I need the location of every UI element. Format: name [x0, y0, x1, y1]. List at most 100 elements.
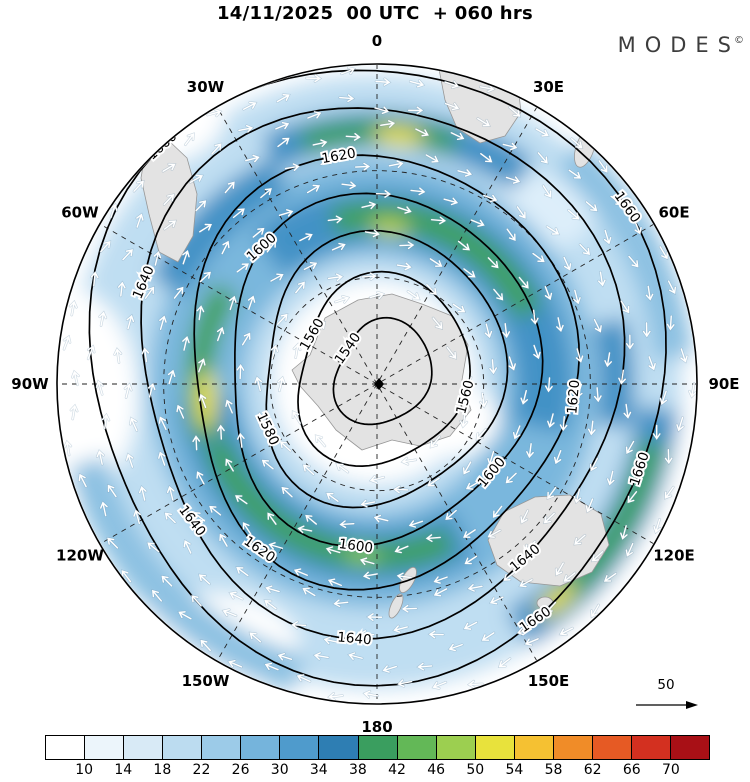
wind-arrow: [622, 403, 632, 420]
wind-arrow: [617, 369, 627, 386]
wind-arrow: [302, 463, 315, 476]
wind-arrow: [157, 450, 167, 467]
wind-arrow: [332, 598, 350, 608]
wind-arrow: [432, 575, 449, 585]
colorbar-tick-labels: 10 14 18 22 26 30 34 38 42 46 50 54 58 62 66 70: [0, 760, 750, 782]
wind-arrow: [416, 662, 433, 672]
wind-arrow: [575, 347, 584, 364]
colorbar-cell-12: [514, 736, 554, 759]
wind-arrow: [452, 302, 467, 313]
wind-arrow: [296, 524, 313, 534]
wind-arrow: [457, 240, 471, 252]
wind-arrow: [359, 499, 376, 509]
wind-arrow: [459, 411, 469, 429]
wind-arrow: [409, 186, 427, 196]
wind-arrow: [381, 664, 398, 674]
wind-arrow: [306, 110, 323, 120]
wind-arrow: [161, 162, 177, 173]
wind-arrow: [476, 117, 491, 128]
wind-arrow: [125, 452, 135, 469]
wind-reference-arrowhead: [686, 701, 698, 709]
wind-arrow: [507, 355, 517, 372]
wind-arrow: [259, 187, 273, 199]
wind-arrow: [479, 152, 494, 163]
wind-arrow: [502, 570, 517, 582]
contour-1540: [332, 316, 433, 426]
wind-arrow: [603, 572, 618, 583]
wind-arrow: [190, 594, 203, 608]
wind-arrow: [234, 494, 249, 505]
wind-arrow: [312, 651, 330, 661]
wind-arrow: [294, 280, 306, 295]
wind-arrow: [99, 240, 112, 253]
wind-arrow: [505, 227, 517, 242]
wind-arrow: [414, 127, 430, 138]
wind-arrow: [456, 168, 474, 178]
wind-arrow: [106, 536, 119, 550]
wind-arrow: [395, 261, 413, 271]
wind-arrow: [486, 450, 496, 467]
colorbar-tick-30: 30: [270, 762, 289, 778]
wind-arrow: [354, 162, 372, 172]
wind-arrow: [95, 379, 105, 396]
wind-arrow: [327, 272, 344, 282]
wind-arrow: [519, 389, 529, 406]
wind-arrow: [645, 285, 654, 302]
colorbar-tick-58: 58: [544, 762, 563, 778]
colorbar: [45, 735, 710, 760]
wind-arrow: [659, 389, 668, 406]
wind-arrow: [407, 519, 424, 529]
wind-arrow: [501, 322, 511, 340]
wind-arrow: [274, 121, 291, 131]
wind-arrow: [585, 497, 594, 514]
wind-arrow: [573, 487, 582, 505]
wind-arrow: [502, 142, 519, 151]
wind-arrow: [132, 508, 142, 525]
wind-arrow: [407, 105, 425, 115]
wind-arrow: [338, 519, 356, 529]
wind-arrow: [642, 321, 652, 339]
wind-arrow: [235, 262, 250, 274]
wind-arrow: [375, 189, 393, 199]
wind-arrow: [603, 229, 612, 246]
wind-arrow: [63, 439, 73, 457]
wind-arrow: [181, 249, 191, 266]
wind-arrow: [216, 423, 226, 441]
wind-arrow: [664, 448, 674, 466]
wind-arrow: [625, 333, 635, 351]
wind-arrow: [530, 309, 540, 326]
wind-arrow: [553, 449, 563, 466]
wind-arrow: [322, 635, 340, 645]
wind-arrow: [324, 545, 342, 555]
pole-marker: [374, 378, 384, 390]
contour-1580: [265, 229, 509, 509]
wind-arrow: [544, 376, 554, 394]
wind-arrow: [129, 416, 139, 432]
colorbar-cell-13: [553, 736, 593, 759]
wind-arrow: [292, 342, 302, 360]
wind-arrow: [431, 316, 444, 330]
wind-arrow: [276, 375, 286, 393]
wind-arrow: [260, 459, 275, 471]
wind-arrow: [544, 285, 553, 302]
wind-arrow: [158, 415, 168, 431]
wind-arrow: [314, 434, 327, 448]
wind-arrow: [291, 410, 302, 425]
land-new-zealand-south: [388, 593, 404, 619]
colorbar-tick-70: 70: [661, 762, 680, 778]
contour-1600: [234, 192, 544, 548]
wind-arrow: [107, 483, 118, 498]
colorbar-cell-3: [163, 736, 203, 759]
wind-arrow: [679, 347, 689, 364]
wind-arrow: [162, 193, 175, 206]
wind-arrow: [338, 93, 356, 103]
wind-arrow: [406, 290, 421, 301]
wind-arrow: [590, 603, 600, 619]
lon-label-60W: 60W: [61, 204, 99, 222]
wind-arrow: [132, 179, 145, 193]
wind-arrow: [479, 83, 496, 93]
wind-arrow: [449, 131, 466, 141]
wind-arrow: [545, 225, 561, 236]
lon-label-120E: 120E: [653, 547, 695, 565]
wind-arrow: [276, 313, 289, 326]
